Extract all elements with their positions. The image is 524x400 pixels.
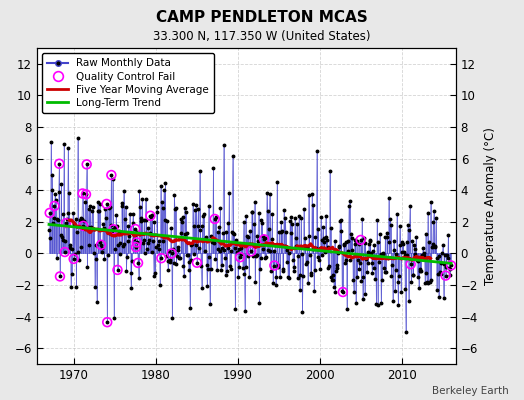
Point — [407, 261, 415, 268]
Point — [211, 216, 219, 222]
Point — [133, 239, 141, 246]
Point — [134, 260, 142, 266]
Point — [82, 191, 90, 198]
Legend: Raw Monthly Data, Quality Control Fail, Five Year Moving Average, Long-Term Tren: Raw Monthly Data, Quality Control Fail, … — [42, 53, 214, 113]
Point — [103, 319, 112, 326]
Text: 33.300 N, 117.350 W (United States): 33.300 N, 117.350 W (United States) — [153, 30, 371, 43]
Point — [107, 172, 115, 178]
Point — [260, 236, 268, 242]
Point — [62, 220, 70, 226]
Point — [131, 226, 139, 232]
Point — [56, 273, 64, 280]
Point — [339, 289, 347, 295]
Point — [82, 161, 91, 168]
Point — [46, 210, 54, 216]
Point — [247, 248, 255, 254]
Point — [146, 212, 155, 219]
Point — [79, 190, 87, 197]
Point — [441, 272, 450, 279]
Point — [132, 244, 140, 250]
Point — [356, 237, 365, 243]
Text: CAMP PENDLETON MCAS: CAMP PENDLETON MCAS — [156, 10, 368, 25]
Point — [50, 203, 59, 209]
Point — [236, 254, 244, 260]
Point — [70, 256, 78, 262]
Point — [79, 223, 88, 229]
Point — [102, 201, 111, 207]
Point — [168, 250, 176, 257]
Point — [447, 262, 455, 269]
Point — [97, 242, 105, 248]
Text: Berkeley Earth: Berkeley Earth — [432, 386, 508, 396]
Point — [157, 255, 166, 261]
Point — [109, 226, 117, 232]
Point — [61, 249, 69, 255]
Point — [193, 260, 201, 266]
Y-axis label: Temperature Anomaly (°C): Temperature Anomaly (°C) — [484, 127, 497, 285]
Point — [270, 262, 279, 269]
Point — [55, 160, 63, 167]
Point — [113, 267, 122, 273]
